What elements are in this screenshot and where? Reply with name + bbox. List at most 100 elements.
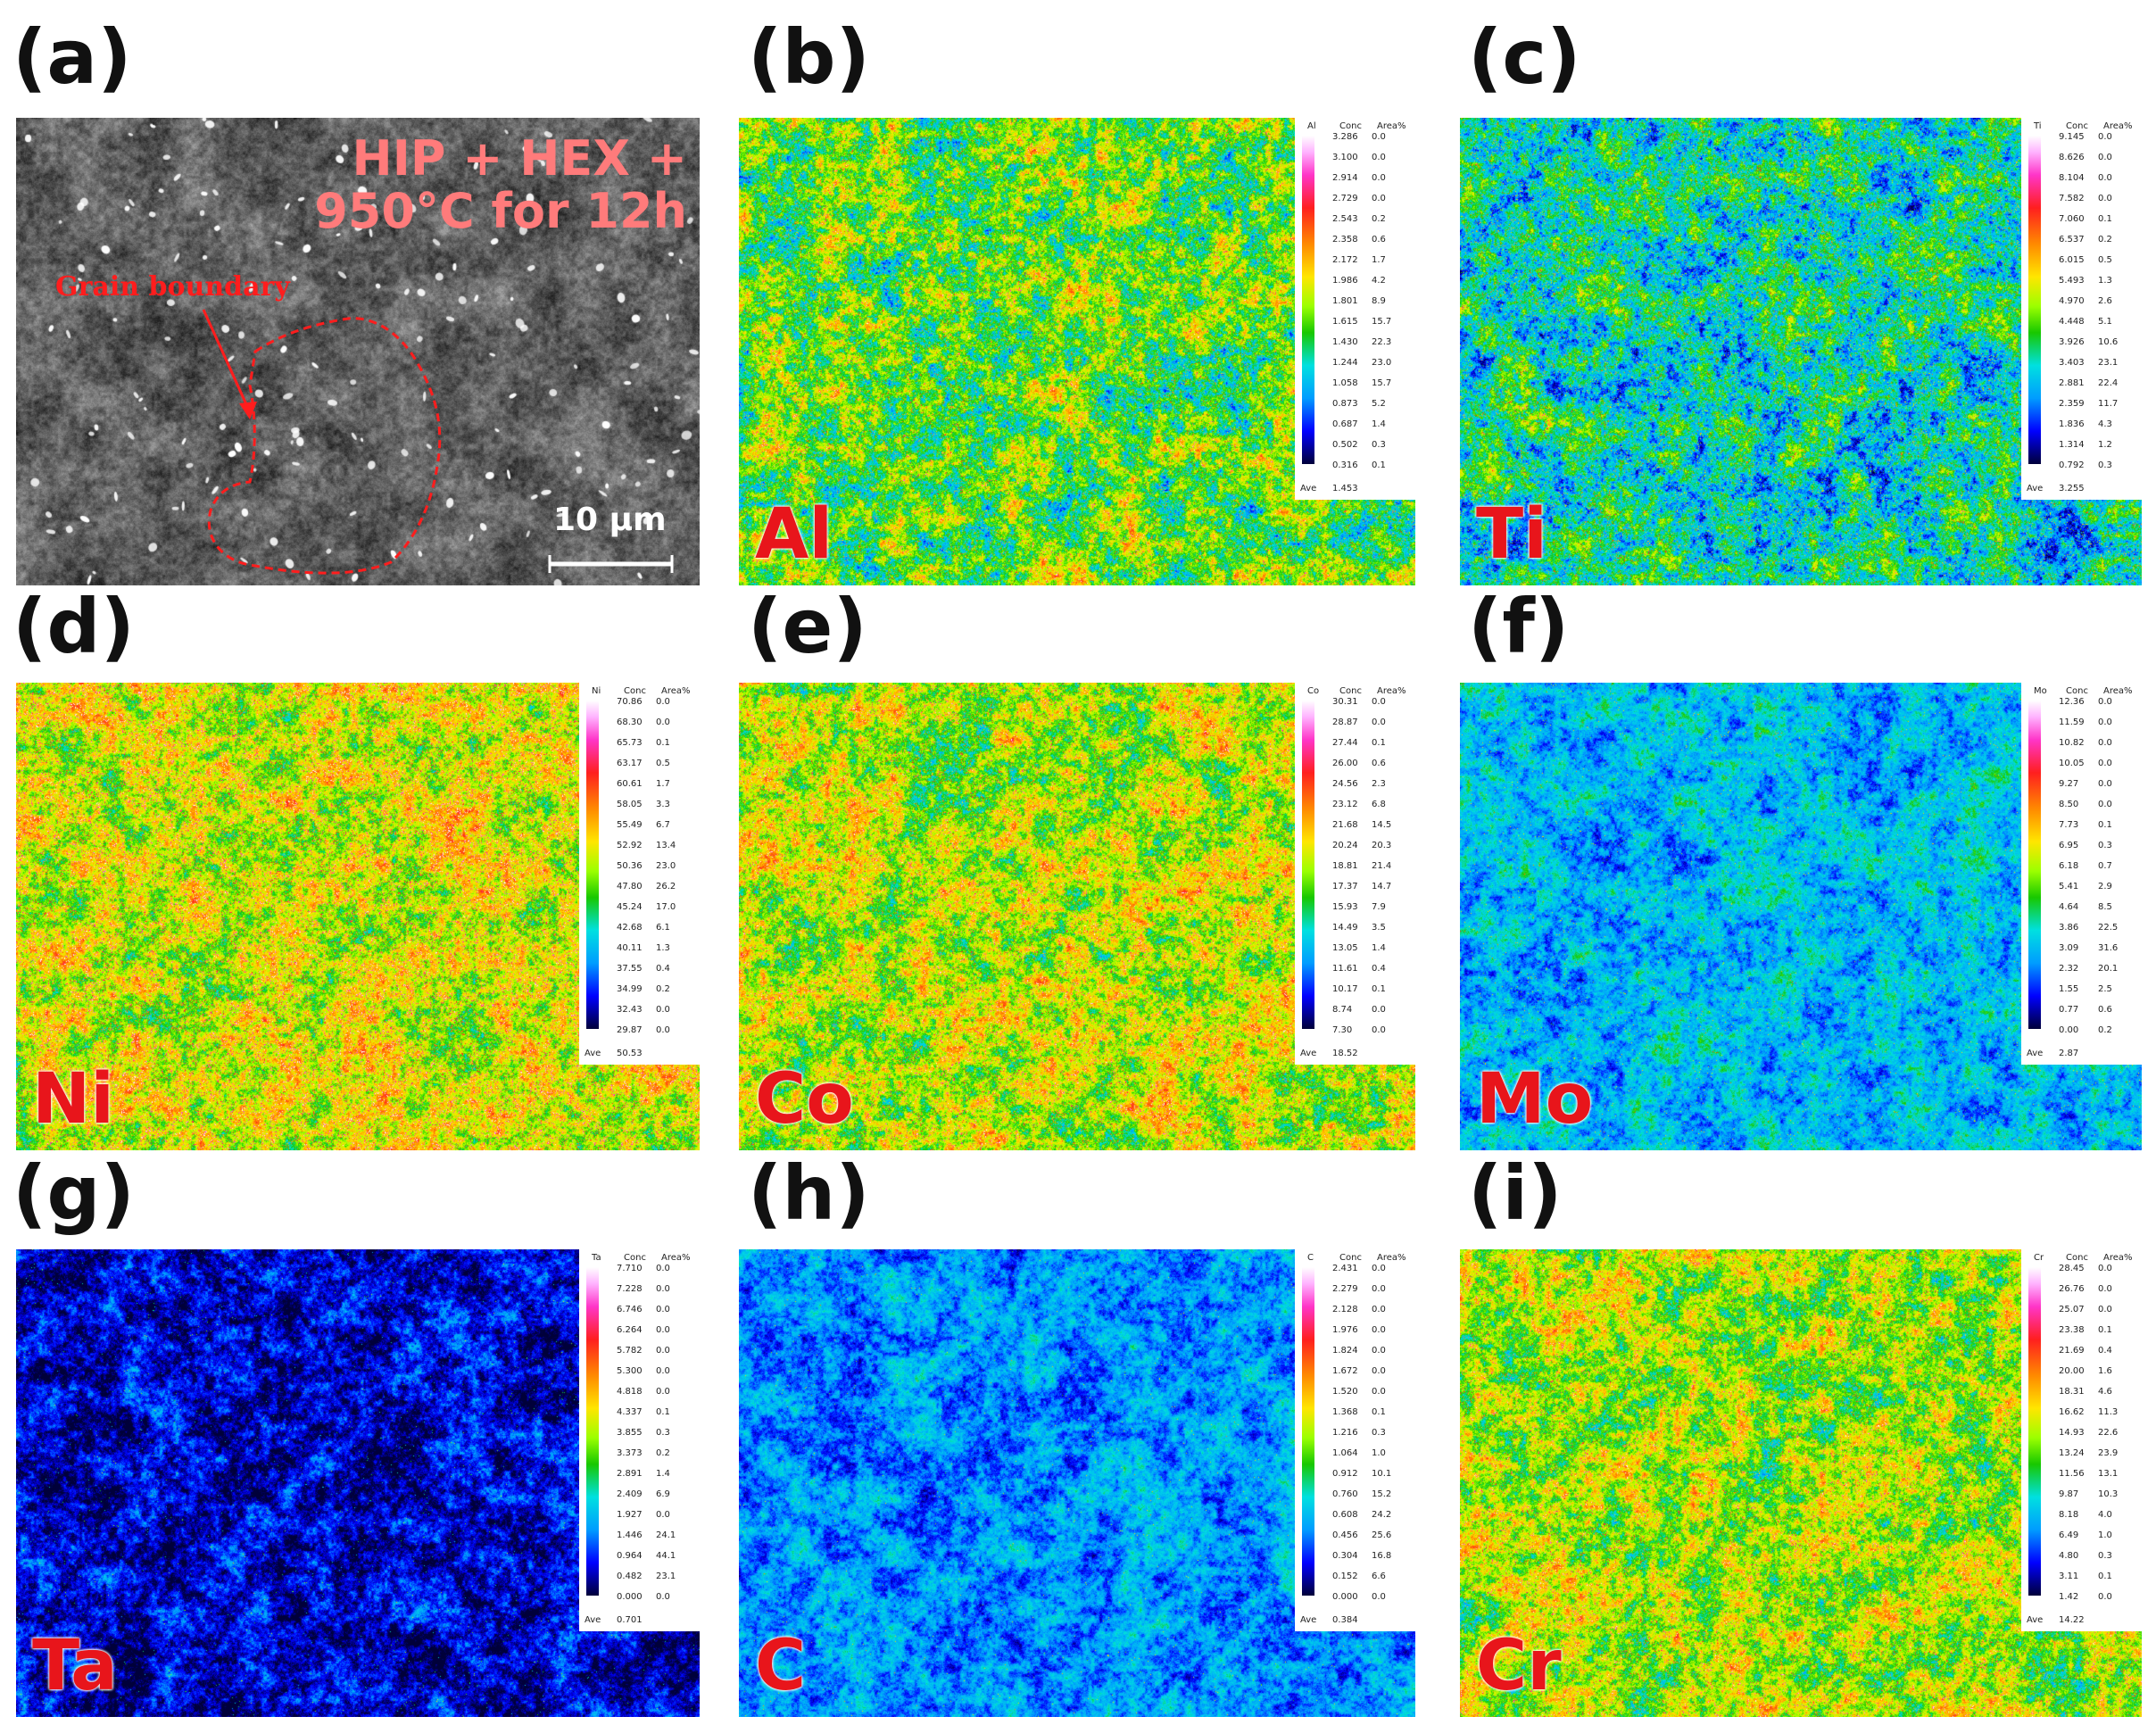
legend-tick: 18.31 4.6 — [2059, 1387, 2112, 1397]
legend-tick: 12.36 0.0 — [2059, 697, 2112, 707]
legend-tick: 7.30 0.0 — [1332, 1025, 1386, 1035]
legend-tick: 50.36 23.0 — [617, 861, 676, 871]
legend-tick: 0.000 0.0 — [617, 1592, 670, 1602]
legend-tick: 7.73 0.1 — [2059, 820, 2112, 830]
legend-conc-header: Conc — [2066, 1253, 2088, 1263]
legend-tick: 6.537 0.2 — [2059, 235, 2112, 245]
legend-tick: 1.064 1.0 — [1332, 1448, 1386, 1458]
legend-tick: 0.482 23.1 — [617, 1572, 676, 1581]
legend-tick: 20.00 1.6 — [2059, 1366, 2112, 1376]
legend-tick: 1.216 0.3 — [1332, 1428, 1386, 1438]
legend-conc-header: Conc — [1339, 121, 1362, 131]
concentration-legend: Ti Conc Area% 9.145 0.0 8.626 0.0 8.104 0.0 7.582… — [2021, 118, 2142, 500]
legend-conc-header: Conc — [2066, 121, 2088, 131]
legend-tick: 16.62 11.3 — [2059, 1407, 2119, 1417]
legend-tick: 4.64 8.5 — [2059, 902, 2112, 912]
legend-tick: 2.881 22.4 — [2059, 378, 2119, 388]
legend-tick: 2.172 1.7 — [1332, 255, 1386, 265]
legend-tick: 6.746 0.0 — [617, 1305, 670, 1314]
legend-tick: 28.87 0.0 — [1332, 717, 1386, 727]
legend-tick: 1.976 0.0 — [1332, 1325, 1386, 1335]
legend-tick: 0.77 0.6 — [2059, 1005, 2112, 1015]
legend-colorbar — [1302, 136, 1314, 464]
legend-element-symbol: Al — [1307, 121, 1316, 131]
legend-tick: 1.672 0.0 — [1332, 1366, 1386, 1376]
map-panel-ni: Ni Conc Area% 70.86 0.0 68.30 0.0 65.73 0.1 63.17… — [16, 683, 700, 1150]
legend-tick: 8.50 0.0 — [2059, 800, 2112, 809]
panel-letter-d: (d) — [12, 583, 135, 670]
legend-colorbar — [2028, 136, 2041, 464]
legend-tick: 29.87 0.0 — [617, 1025, 670, 1035]
legend-area-header: Area% — [661, 1253, 691, 1263]
map-panel-ti: Ti Conc Area% 9.145 0.0 8.626 0.0 8.104 0.0 7.582… — [1460, 118, 2142, 585]
legend-tick: 0.456 25.6 — [1332, 1530, 1392, 1540]
legend-tick: 10.17 0.1 — [1332, 984, 1386, 994]
legend-tick: 9.87 10.3 — [2059, 1489, 2119, 1499]
sem-image — [16, 118, 700, 585]
legend-tick: 55.49 6.7 — [617, 820, 670, 830]
concentration-legend: Ta Conc Area% 7.710 0.0 7.228 0.0 6.746 0.0 6.264… — [579, 1249, 700, 1631]
legend-tick: 3.286 0.0 — [1332, 132, 1386, 142]
legend-colorbar — [1302, 701, 1314, 1029]
legend-tick: 70.86 0.0 — [617, 697, 670, 707]
legend-tick: 0.760 15.2 — [1332, 1489, 1392, 1499]
legend-tick: 34.99 0.2 — [617, 984, 670, 994]
legend-colorbar — [1302, 1267, 1314, 1596]
legend-tick: 0.873 5.2 — [1332, 399, 1386, 409]
legend-tick: 8.104 0.0 — [2059, 173, 2112, 183]
legend-tick: 7.228 0.0 — [617, 1284, 670, 1294]
legend-tick: 65.73 0.1 — [617, 738, 670, 748]
legend-tick: 3.09 31.6 — [2059, 943, 2119, 953]
legend-tick: 24.56 2.3 — [1332, 779, 1386, 789]
legend-tick: 0.687 1.4 — [1332, 419, 1386, 429]
grain-boundary-outline — [207, 317, 442, 575]
legend-tick: 8.74 0.0 — [1332, 1005, 1386, 1015]
legend-tick: 14.49 3.5 — [1332, 923, 1386, 933]
element-label-cr: Cr — [1476, 1626, 1562, 1706]
legend-tick: 1.836 4.3 — [2059, 419, 2112, 429]
legend-tick: 2.128 0.0 — [1332, 1305, 1386, 1314]
legend-tick: 2.279 0.0 — [1332, 1284, 1386, 1294]
panel-letter-c: (c) — [1468, 13, 1581, 101]
legend-tick: 32.43 0.0 — [617, 1005, 670, 1015]
legend-tick: 8.18 4.0 — [2059, 1510, 2112, 1520]
panel-letter-a: (a) — [12, 13, 132, 101]
legend-conc-header: Conc — [1339, 1253, 1362, 1263]
legend-tick: 0.608 24.2 — [1332, 1510, 1392, 1520]
element-label-ti: Ti — [1476, 494, 1547, 575]
map-panel-al: Al Conc Area% 3.286 0.0 3.100 0.0 2.914 0.0 2.729… — [739, 118, 1415, 585]
map-panel-ta: Ta Conc Area% 7.710 0.0 7.228 0.0 6.746 0.0 6.264… — [16, 1249, 700, 1717]
map-panel-mo: Mo Conc Area% 12.36 0.0 11.59 0.0 10.82 0.0 10.05… — [1460, 683, 2142, 1150]
legend-tick: 58.05 3.3 — [617, 800, 670, 809]
concentration-legend: Co Conc Area% 30.31 0.0 28.87 0.0 27.44 0.1 26.00… — [1295, 683, 1415, 1065]
legend-average: Ave 0.384 — [1300, 1615, 1358, 1625]
legend-tick: 2.729 0.0 — [1332, 194, 1386, 203]
sem-micrograph-panel: HIP + HEX + 950°C for 12h Grain boundary… — [16, 118, 700, 585]
legend-tick: 1.244 23.0 — [1332, 358, 1392, 368]
panel-letter-f: (f) — [1468, 583, 1570, 670]
legend-colorbar — [586, 701, 599, 1029]
map-panel-cr: Cr Conc Area% 28.45 0.0 26.76 0.0 25.07 0.0 23.38… — [1460, 1249, 2142, 1717]
legend-tick: 0.316 0.1 — [1332, 460, 1386, 470]
concentration-legend: Al Conc Area% 3.286 0.0 3.100 0.0 2.914 0.0 2.729… — [1295, 118, 1415, 500]
element-label-ta: Ta — [32, 1626, 118, 1706]
legend-element-symbol: Ni — [592, 686, 601, 696]
legend-area-header: Area% — [1377, 1253, 1406, 1263]
legend-tick: 52.92 13.4 — [617, 841, 676, 850]
legend-conc-header: Conc — [624, 686, 646, 696]
legend-tick: 2.914 0.0 — [1332, 173, 1386, 183]
legend-tick: 1.314 1.2 — [2059, 440, 2112, 450]
legend-element-symbol: C — [1307, 1253, 1314, 1263]
legend-tick: 5.300 0.0 — [617, 1366, 670, 1376]
legend-tick: 21.68 14.5 — [1332, 820, 1392, 830]
panel-letter-g: (g) — [12, 1149, 135, 1237]
element-label-al: Al — [755, 494, 833, 575]
legend-area-header: Area% — [1377, 686, 1406, 696]
legend-tick: 1.55 2.5 — [2059, 984, 2112, 994]
legend-area-header: Area% — [2103, 121, 2133, 131]
legend-tick: 2.409 6.9 — [617, 1489, 670, 1499]
legend-tick: 13.05 1.4 — [1332, 943, 1386, 953]
legend-tick: 0.502 0.3 — [1332, 440, 1386, 450]
legend-tick: 10.05 0.0 — [2059, 759, 2112, 768]
scale-bar-label: 10 μm — [553, 502, 667, 538]
